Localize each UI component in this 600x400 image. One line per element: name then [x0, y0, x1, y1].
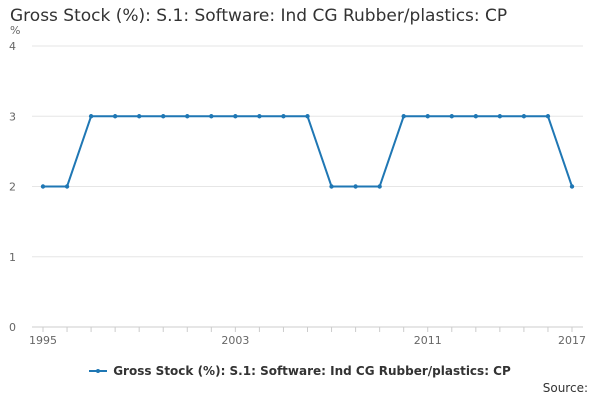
- data-point[interactable]: [497, 114, 503, 119]
- data-point[interactable]: [88, 114, 94, 119]
- y-tick-label: 0: [9, 321, 16, 334]
- data-point[interactable]: [257, 114, 262, 119]
- data-point[interactable]: [401, 114, 406, 119]
- data-point[interactable]: [112, 114, 118, 119]
- y-tick-label: 4: [9, 40, 16, 53]
- data-point[interactable]: [209, 114, 214, 119]
- data-point[interactable]: [521, 114, 527, 119]
- chart-title: Gross Stock (%): S.1: Software: Ind CG R…: [10, 6, 508, 26]
- data-point[interactable]: [136, 114, 142, 119]
- y-axis: 0 1 2 3 4: [9, 40, 16, 334]
- x-tick-labels: 1995 2003 2011 2017: [29, 334, 586, 347]
- x-tick-label: 2003: [221, 334, 249, 347]
- data-point[interactable]: [569, 184, 575, 189]
- data-point[interactable]: [233, 114, 238, 119]
- y-tick-label: 3: [9, 110, 16, 123]
- data-point[interactable]: [353, 184, 358, 189]
- data-point[interactable]: [305, 114, 310, 119]
- data-point[interactable]: [329, 184, 334, 189]
- data-point[interactable]: [161, 114, 166, 119]
- y-tick-label: 1: [9, 251, 16, 264]
- data-point[interactable]: [40, 184, 46, 189]
- grid-lines: [32, 45, 583, 258]
- x-tick-label: 2017: [558, 334, 586, 347]
- series-layer: [40, 114, 575, 189]
- x-tick-label: 2011: [414, 334, 442, 347]
- data-point[interactable]: [185, 114, 190, 119]
- data-point[interactable]: [545, 114, 551, 119]
- y-tick-label: 2: [9, 181, 16, 194]
- legend[interactable]: Gross Stock (%): S.1: Software: Ind CG R…: [0, 364, 600, 378]
- data-point[interactable]: [449, 114, 454, 119]
- data-point[interactable]: [377, 184, 382, 189]
- legend-swatch: [89, 367, 108, 375]
- series-line: [43, 115, 573, 188]
- x-tick-label: 1995: [29, 334, 57, 347]
- x-axis: [32, 326, 583, 332]
- legend-label: Gross Stock (%): S.1: Software: Ind CG R…: [113, 364, 511, 378]
- data-point[interactable]: [281, 114, 286, 119]
- source-label: Source:: [542, 381, 588, 395]
- data-point[interactable]: [425, 114, 430, 119]
- y-axis-label: %: [10, 24, 20, 37]
- data-point[interactable]: [473, 114, 479, 119]
- data-point[interactable]: [64, 184, 70, 189]
